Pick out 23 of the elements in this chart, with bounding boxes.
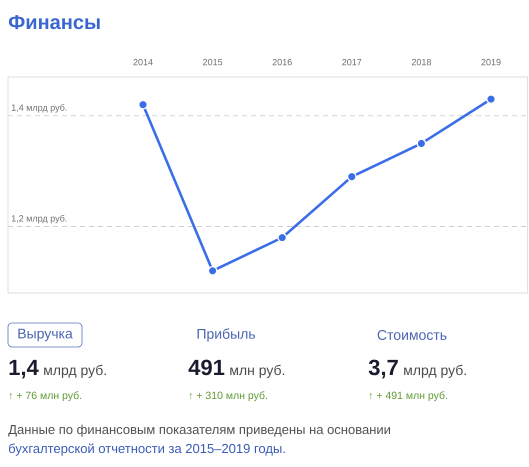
- text: Прибыль: [198, 328, 256, 342]
- x-tick-label: 2016: [272, 58, 292, 66]
- chart-title: Финансы: [8, 15, 100, 30]
- x-tick-label: 2017: [342, 58, 362, 66]
- x-tick-label: 2018: [412, 58, 432, 66]
- text: бухгалтерской отчетности за 2015–2019 годы.: [8, 443, 285, 456]
- text: млрд руб.: [404, 364, 466, 378]
- text: 1,4: [10, 360, 39, 378]
- text: Стоимость: [378, 330, 446, 340]
- text: Выручка: [18, 328, 73, 342]
- y-tick-label: 1,2 млрд руб.: [12, 214, 67, 224]
- text: Данные по финансовым показателям приведены на основании: [8, 424, 390, 437]
- x-tick-label: 2019: [481, 58, 501, 66]
- text: ↑ + 76 млн руб.: [10, 391, 82, 402]
- text: 491: [188, 360, 224, 376]
- x-tick-label: 2015: [203, 58, 222, 66]
- text: ↑ + 310 млн руб.: [190, 391, 267, 402]
- text: млн руб.: [230, 364, 284, 378]
- y-tick-label: 1,4 млрд руб.: [12, 104, 67, 113]
- text: ↑ + 491 млн руб.: [370, 391, 447, 402]
- text: млрд руб.: [44, 364, 106, 378]
- x-tick-label: 2014: [133, 58, 153, 66]
- text: 3,7: [368, 360, 398, 378]
